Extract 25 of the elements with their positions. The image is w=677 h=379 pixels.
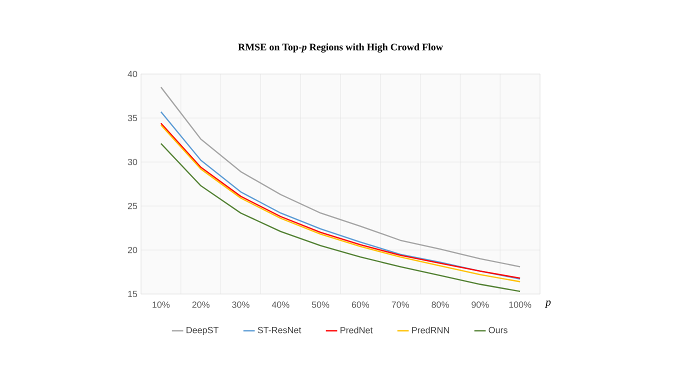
legend-label: PredNet: [340, 326, 373, 334]
y-tick-label: 40: [128, 70, 138, 78]
x-tick-label: 10%: [152, 302, 170, 308]
legend-label: ST-ResNet: [258, 326, 302, 334]
chart-title: RMSE on Top-p Regions with High Crowd Flow: [238, 43, 443, 53]
x-axis-title: p: [544, 300, 551, 308]
x-tick-label: 70%: [392, 302, 410, 308]
line-series: [160, 142, 521, 292]
y-tick-label: 20: [128, 246, 138, 254]
y-tick-label: 30: [128, 158, 138, 166]
x-tick-label: 30%: [232, 302, 250, 308]
y-tick-label: 15: [128, 290, 138, 298]
y-tick-label: 35: [128, 114, 138, 122]
legend-label: PredRNN: [412, 326, 449, 334]
y-tick-label: 25: [128, 202, 138, 210]
x-tick-label: 90%: [472, 302, 489, 308]
legend-label: DeepST: [186, 326, 219, 336]
legend-label: Ours: [488, 326, 508, 334]
x-tick-label: 100%: [509, 302, 532, 308]
x-tick-label: 60%: [352, 302, 370, 308]
line-series: [160, 86, 521, 268]
x-tick-label: 40%: [272, 302, 290, 308]
x-tick-label: 20%: [192, 302, 210, 308]
x-tick-label: 80%: [432, 302, 449, 308]
x-tick-label: 50%: [312, 302, 330, 308]
